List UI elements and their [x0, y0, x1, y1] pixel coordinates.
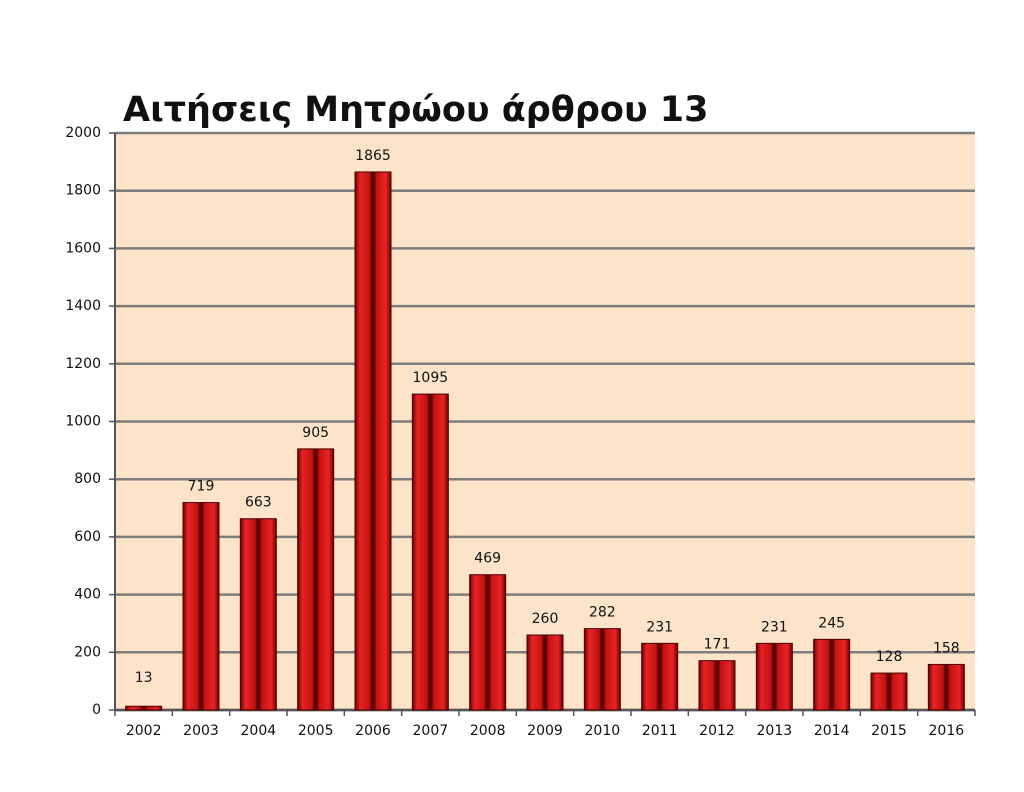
x-tick-label: 2010 [585, 723, 621, 739]
x-tick-label: 2014 [814, 723, 850, 739]
data-label: 171 [704, 637, 731, 653]
x-tick-label: 2002 [126, 723, 162, 739]
y-tick-label: 1800 [65, 183, 101, 199]
bar [870, 672, 908, 711]
y-tick-label: 200 [74, 644, 101, 660]
x-tick-label: 2004 [241, 723, 277, 739]
data-label: 231 [761, 619, 788, 635]
bar [526, 634, 564, 711]
y-tick-label: 2000 [65, 125, 101, 141]
bar [755, 642, 793, 711]
y-tick-label: 1400 [65, 298, 101, 314]
x-tick-label: 2016 [929, 723, 965, 739]
y-tick-label: 800 [74, 471, 101, 487]
chart-title: Αιτήσεις Μητρώου άρθρου 13 [123, 90, 708, 130]
x-tick-label: 2008 [470, 723, 506, 739]
bar [182, 502, 220, 711]
data-label: 905 [302, 425, 329, 441]
bar [297, 448, 335, 711]
bar [813, 638, 851, 711]
x-tick-label: 2012 [699, 723, 735, 739]
x-tick-label: 2015 [871, 723, 907, 739]
data-label: 1865 [355, 148, 391, 164]
bar [239, 518, 277, 711]
y-tick-label: 600 [74, 529, 101, 545]
bar [411, 393, 449, 711]
x-tick-label: 2007 [413, 723, 449, 739]
bar [125, 705, 163, 711]
x-tick-label: 2011 [642, 723, 678, 739]
x-tick-label: 2006 [355, 723, 391, 739]
x-tick-label: 2013 [757, 723, 793, 739]
data-label: 158 [933, 640, 960, 656]
y-tick-label: 0 [92, 702, 101, 718]
bar [698, 660, 736, 711]
y-tick-label: 1000 [65, 414, 101, 430]
x-tick-label: 2005 [298, 723, 334, 739]
y-tick-label: 1600 [65, 240, 101, 256]
x-tick-label: 2009 [527, 723, 563, 739]
data-label: 469 [474, 551, 501, 567]
bar [583, 628, 621, 711]
bar [927, 663, 965, 711]
bar [469, 574, 507, 711]
data-label: 245 [818, 615, 845, 631]
y-tick-label: 400 [74, 587, 101, 603]
data-label: 1095 [413, 370, 449, 386]
data-label: 719 [188, 479, 215, 495]
x-tick-label: 2003 [183, 723, 219, 739]
bar [354, 171, 392, 711]
data-label: 128 [876, 649, 903, 665]
bar [641, 642, 679, 711]
y-tick-label: 1200 [65, 356, 101, 372]
data-label: 231 [646, 619, 673, 635]
data-label: 260 [532, 611, 559, 627]
data-label: 282 [589, 605, 616, 621]
data-label: 663 [245, 495, 272, 511]
data-label: 13 [135, 670, 153, 686]
